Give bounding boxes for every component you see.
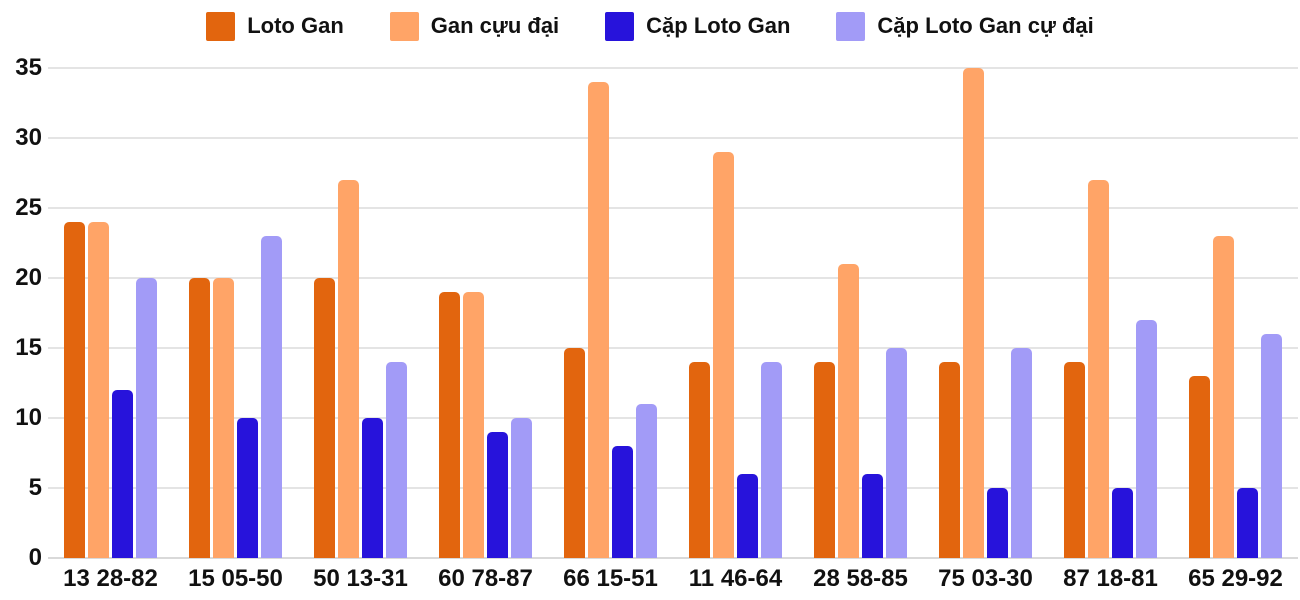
bar-series2-11-46-64[interactable] — [737, 474, 758, 558]
y-axis-tick-label: 20 — [15, 264, 42, 291]
bar-series2-50-13-31[interactable] — [362, 418, 383, 558]
x-axis-tick-label: 75 03-30 — [938, 565, 1033, 592]
bar-series0-13-28-82[interactable] — [64, 222, 85, 558]
legend-label-gan-cuu-dai: Gan cựu đại — [430, 13, 560, 38]
bar-series3-15-05-50[interactable] — [261, 236, 282, 558]
bar-series0-11-46-64[interactable] — [689, 362, 710, 558]
x-axis-tick-label: 65 29-92 — [1188, 565, 1283, 592]
bar-series1-15-05-50[interactable] — [213, 278, 234, 558]
bar-series2-75-03-30[interactable] — [987, 488, 1008, 558]
gridline-y-20 — [48, 277, 1298, 279]
bar-series1-60-78-87[interactable] — [463, 292, 484, 558]
bar-series0-87-18-81[interactable] — [1064, 362, 1085, 558]
bar-series1-75-03-30[interactable] — [963, 68, 984, 558]
legend-item-cap-loto-gan: Cặp Loto Gan — [605, 11, 791, 41]
bar-series3-13-28-82[interactable] — [136, 278, 157, 558]
bar-series0-28-58-85[interactable] — [814, 362, 835, 558]
bar-series2-87-18-81[interactable] — [1112, 488, 1133, 558]
legend-label-cap-loto-gan-cu-dai: Cặp Loto Gan cự đại — [877, 13, 1094, 38]
x-axis-tick-label: 66 15-51 — [563, 565, 658, 592]
bar-series3-87-18-81[interactable] — [1136, 320, 1157, 558]
legend-swatch-gan-cuu-dai — [389, 11, 419, 41]
bar-series1-87-18-81[interactable] — [1088, 180, 1109, 558]
y-axis-tick-label: 30 — [15, 124, 42, 151]
bar-series3-65-29-92[interactable] — [1261, 334, 1282, 558]
legend-label-cap-loto-gan: Cặp Loto Gan — [646, 13, 791, 38]
x-axis-tick-label: 28 58-85 — [813, 565, 908, 592]
bar-series0-15-05-50[interactable] — [189, 278, 210, 558]
bar-series0-60-78-87[interactable] — [439, 292, 460, 558]
legend-swatch-cap-loto-gan — [605, 11, 635, 41]
legend-swatch-cap-loto-gan-cu-dai — [836, 11, 866, 41]
bar-series2-60-78-87[interactable] — [487, 432, 508, 558]
bar-series0-66-15-51[interactable] — [564, 348, 585, 558]
x-axis-tick-label: 13 28-82 — [63, 565, 158, 592]
y-axis-tick-label: 10 — [15, 404, 42, 431]
y-axis-tick-label: 0 — [28, 544, 42, 571]
bar-series3-28-58-85[interactable] — [886, 348, 907, 558]
gridline-y-5 — [48, 487, 1298, 489]
bar-series0-75-03-30[interactable] — [939, 362, 960, 558]
gridline-y-25 — [48, 207, 1298, 209]
gridline-y-30 — [48, 137, 1298, 139]
bar-series2-28-58-85[interactable] — [862, 474, 883, 558]
bar-series1-11-46-64[interactable] — [713, 152, 734, 558]
bar-series2-65-29-92[interactable] — [1237, 488, 1258, 558]
x-axis-tick-label: 60 78-87 — [438, 565, 533, 592]
bar-series1-13-28-82[interactable] — [88, 222, 109, 558]
bar-series3-50-13-31[interactable] — [386, 362, 407, 558]
bar-series3-75-03-30[interactable] — [1011, 348, 1032, 558]
bar-series1-66-15-51[interactable] — [588, 82, 609, 558]
y-axis-tick-label: 5 — [28, 474, 42, 501]
bar-series2-15-05-50[interactable] — [237, 418, 258, 558]
bar-series0-50-13-31[interactable] — [314, 278, 335, 558]
legend-label-loto-gan: Loto Gan — [247, 13, 344, 38]
bar-series2-13-28-82[interactable] — [112, 390, 133, 558]
x-axis-tick-label: 11 46-64 — [688, 565, 783, 592]
y-axis-tick-label: 35 — [15, 54, 42, 81]
legend-swatch-loto-gan — [206, 11, 236, 41]
gridline-y-10 — [48, 417, 1298, 419]
bar-series1-65-29-92[interactable] — [1213, 236, 1234, 558]
y-axis-tick-label: 25 — [15, 194, 42, 221]
y-axis-tick-label: 15 — [15, 334, 42, 361]
x-axis-tick-label: 87 18-81 — [1063, 565, 1158, 592]
bar-series0-65-29-92[interactable] — [1189, 376, 1210, 558]
legend-item-cap-loto-gan-cu-dai: Cặp Loto Gan cự đại — [836, 11, 1094, 41]
bar-series3-66-15-51[interactable] — [636, 404, 657, 558]
gridline-y-35 — [48, 67, 1298, 69]
chart-legend: Loto Gan Gan cựu đại Cặp Loto Gan Cặp Lo… — [0, 6, 1300, 46]
legend-item-gan-cuu-dai: Gan cựu đại — [389, 11, 560, 41]
legend-item-loto-gan: Loto Gan — [206, 11, 344, 41]
bar-series1-28-58-85[interactable] — [838, 264, 859, 558]
x-axis-tick-label: 50 13-31 — [313, 565, 408, 592]
bar-series2-66-15-51[interactable] — [612, 446, 633, 558]
bar-series3-60-78-87[interactable] — [511, 418, 532, 558]
bar-series1-50-13-31[interactable] — [338, 180, 359, 558]
bar-series3-11-46-64[interactable] — [761, 362, 782, 558]
x-axis-tick-label: 15 05-50 — [188, 565, 283, 592]
gridline-y-0 — [48, 557, 1298, 559]
gridline-y-15 — [48, 347, 1298, 349]
